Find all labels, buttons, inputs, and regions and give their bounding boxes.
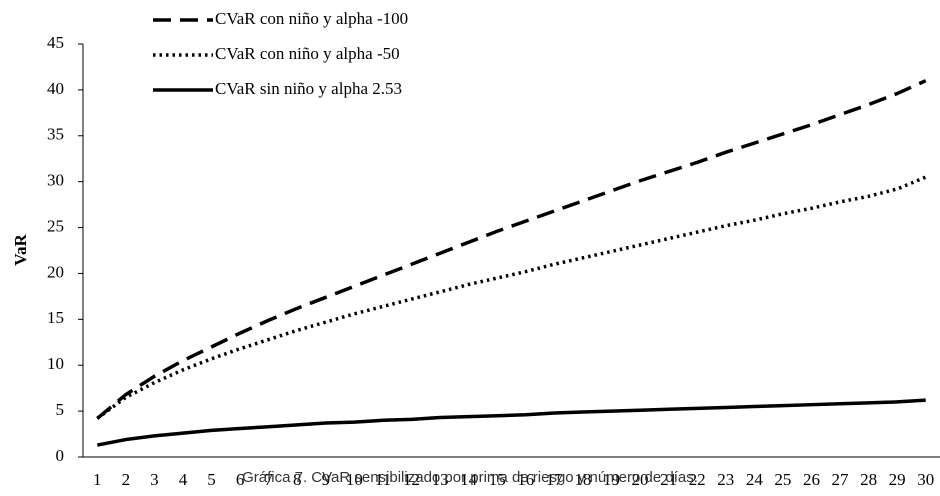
x-tick-label: 3	[150, 470, 159, 489]
x-tick-label: 9	[322, 470, 331, 489]
legend-label: CVaR sin niño y alpha 2.53	[215, 79, 402, 98]
y-tick-label: 30	[47, 171, 64, 190]
x-tick-label: 8	[293, 470, 302, 489]
y-tick-label: 20	[47, 262, 64, 281]
x-tick-label: 30	[917, 470, 934, 489]
x-tick-label: 14	[460, 470, 478, 489]
x-tick-label: 1	[93, 470, 102, 489]
series-line	[96, 79, 927, 420]
y-tick-label: 0	[56, 446, 65, 465]
x-tick-label: 12	[403, 470, 420, 489]
y-tick-label: 10	[47, 354, 64, 373]
x-tick-label: 2	[122, 470, 131, 489]
x-tick-label: 11	[375, 470, 391, 489]
x-tick-label: 17	[546, 470, 564, 489]
y-tick-label: 5	[56, 400, 65, 419]
x-tick-label: 10	[346, 470, 363, 489]
y-tick-label: 15	[47, 308, 64, 327]
x-tick-label: 18	[574, 470, 591, 489]
x-tick-label: 26	[803, 470, 820, 489]
x-tick-label: 7	[264, 470, 273, 489]
y-tick-label: 25	[47, 216, 64, 235]
x-tick-label: 4	[179, 470, 188, 489]
x-tick-label: 21	[660, 470, 677, 489]
x-tick-label: 16	[517, 470, 534, 489]
y-tick-label: 45	[47, 33, 64, 52]
x-tick-label: 23	[717, 470, 734, 489]
x-tick-label: 28	[860, 470, 877, 489]
x-tick-label: 6	[236, 470, 245, 489]
legend-label: CVaR con niño y alpha -50	[215, 44, 400, 63]
x-tick-label: 25	[774, 470, 791, 489]
x-tick-label: 13	[432, 470, 449, 489]
x-tick-label: 15	[489, 470, 506, 489]
legend-label: CVaR con niño y alpha -100	[215, 9, 408, 28]
x-tick-label: 22	[689, 470, 706, 489]
caption: Gráfica 7. CVaR sensibilizado por prima …	[242, 469, 698, 486]
x-tick-label: 19	[603, 470, 620, 489]
x-tick-label: 24	[746, 470, 764, 489]
y-tick-label: 40	[47, 79, 64, 98]
x-tick-label: 29	[889, 470, 906, 489]
x-tick-label: 20	[632, 470, 649, 489]
y-axis-label: VaR	[11, 234, 30, 266]
y-tick-label: 35	[47, 125, 64, 144]
x-tick-label: 27	[832, 470, 850, 489]
series-line	[96, 175, 927, 420]
series-line	[96, 398, 926, 447]
x-tick-label: 5	[207, 470, 216, 489]
